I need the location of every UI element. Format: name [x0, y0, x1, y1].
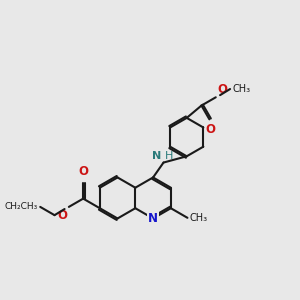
Text: CH₃: CH₃: [189, 213, 208, 223]
Text: CH₂CH₃: CH₂CH₃: [5, 202, 38, 211]
Text: N: N: [152, 151, 161, 161]
Text: H: H: [165, 151, 173, 161]
Text: O: O: [206, 123, 215, 136]
Text: CH₃: CH₃: [232, 84, 250, 94]
Text: N: N: [148, 212, 158, 225]
Text: O: O: [58, 208, 68, 221]
Text: O: O: [217, 83, 227, 96]
Text: O: O: [78, 165, 88, 178]
